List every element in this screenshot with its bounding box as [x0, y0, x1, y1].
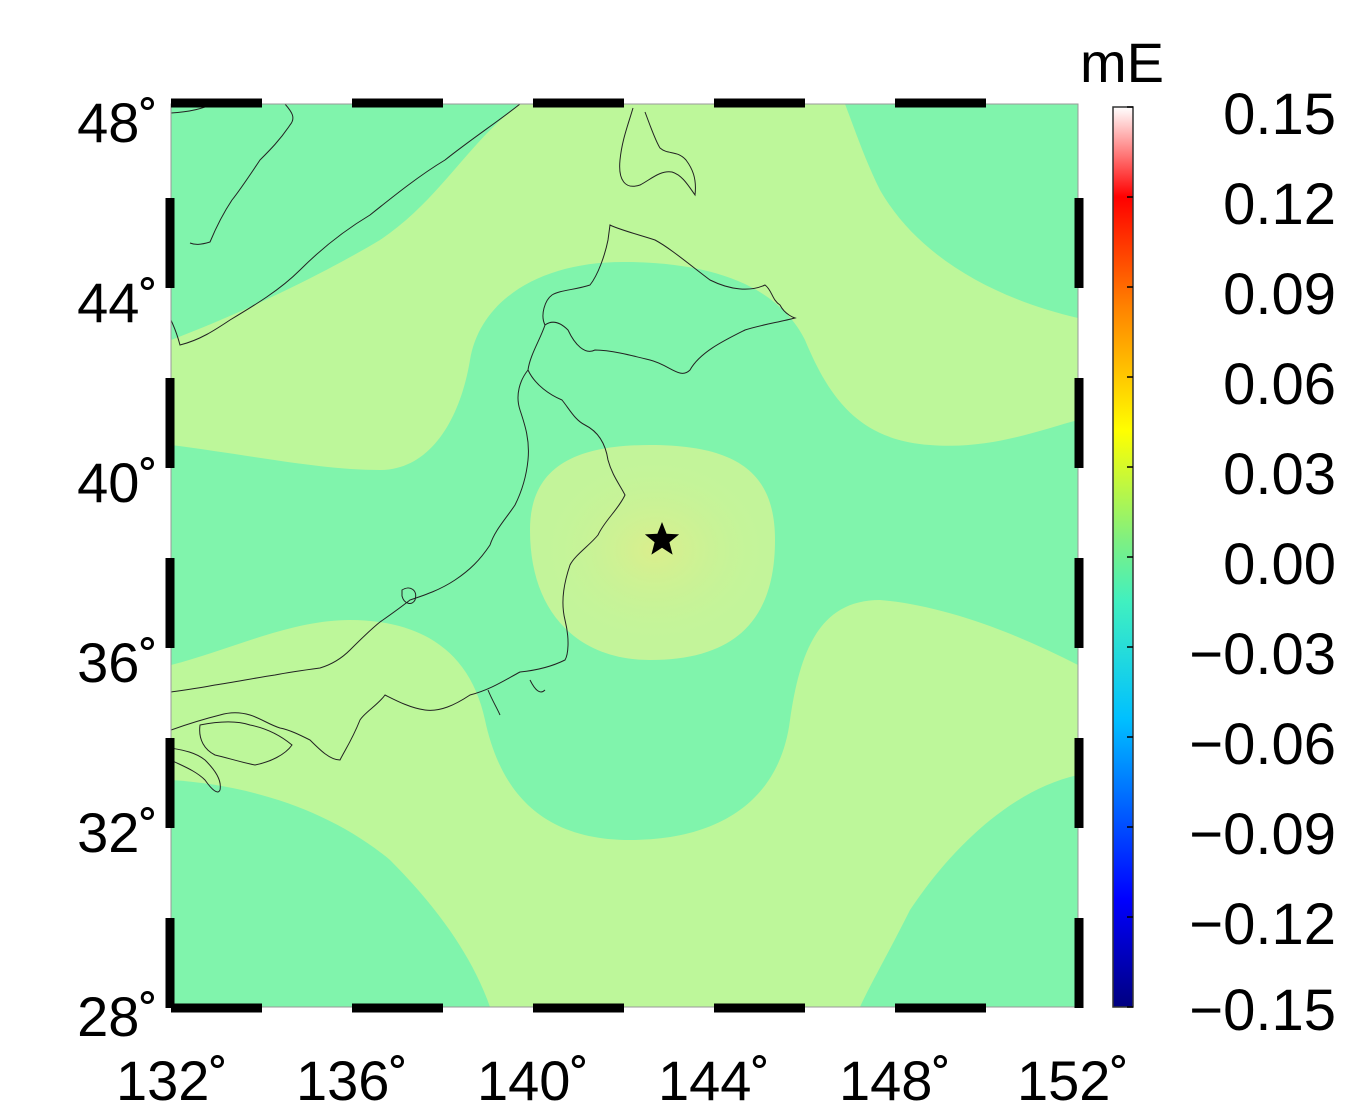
lon-tick-label: 140˚: [477, 1049, 589, 1112]
map-frame-inner: [170, 103, 1079, 1008]
coastline-hokkaido: [542, 224, 797, 374]
lon-tick-label: 132˚: [116, 1049, 228, 1112]
coastline-sakhalin: [619, 107, 696, 197]
map-frame: [165, 98, 1084, 1013]
lon-tick-label: 144˚: [658, 1049, 770, 1112]
lon-tick-label: 148˚: [839, 1049, 951, 1112]
colorbar-ticks: [1127, 106, 1133, 1008]
lat-tick-label: 44˚: [77, 271, 158, 334]
lat-tick-label: 48˚: [77, 91, 158, 154]
colorbar-tick-label: −0.15: [1189, 978, 1336, 1043]
lat-tick-label: 40˚: [77, 451, 158, 514]
coastline-shikoku: [199, 721, 293, 766]
colorbar-tick-label: 0.12: [1223, 172, 1336, 237]
colorbar-unit-label: mE: [1080, 31, 1164, 94]
colorbar-tick-label: 0.06: [1223, 352, 1336, 417]
colorbar-tick-label: −0.09: [1189, 802, 1336, 867]
lon-tick-label: 152˚: [1017, 1049, 1129, 1112]
lon-axis: 132˚ 136˚ 140˚ 144˚ 148˚ 152˚: [116, 1049, 1129, 1112]
coastline-kyushu: [171, 747, 221, 793]
lat-axis: 48˚ 44˚ 40˚ 36˚ 32˚ 28˚: [77, 91, 158, 1048]
field-low-top-right: [845, 104, 1078, 318]
colorbar: mE 0.15 0.12 0.09 0.06 0.03 0.00 −0.03 −…: [1080, 31, 1336, 1043]
field-low-bottom-left: [171, 780, 490, 1007]
colorbar-tick-label: 0.15: [1223, 82, 1336, 147]
map-field: [171, 104, 1078, 1007]
field-low-bottom-right: [860, 775, 1078, 1007]
coastline-izu: [487, 679, 546, 716]
lat-tick-label: 28˚: [77, 985, 158, 1048]
coastline-sado: [401, 587, 417, 604]
colorbar-tick-label: −0.12: [1189, 892, 1336, 957]
lat-tick-label: 32˚: [77, 801, 158, 864]
lat-tick-label: 36˚: [77, 631, 158, 694]
coastline-honshu: [171, 324, 626, 761]
epicenter-star-icon: [644, 522, 680, 555]
colorbar-tick-label: −0.03: [1189, 622, 1336, 687]
colorbar-tick-label: 0.09: [1223, 262, 1336, 327]
lon-tick-label: 136˚: [296, 1049, 408, 1112]
colorbar-tick-label: 0.03: [1223, 442, 1336, 507]
colorbar-labels: 0.15 0.12 0.09 0.06 0.03 0.00 −0.03 −0.0…: [1189, 82, 1336, 1043]
colorbar-tick-label: −0.06: [1189, 712, 1336, 777]
colorbar-tick-label: 0.00: [1223, 532, 1336, 597]
